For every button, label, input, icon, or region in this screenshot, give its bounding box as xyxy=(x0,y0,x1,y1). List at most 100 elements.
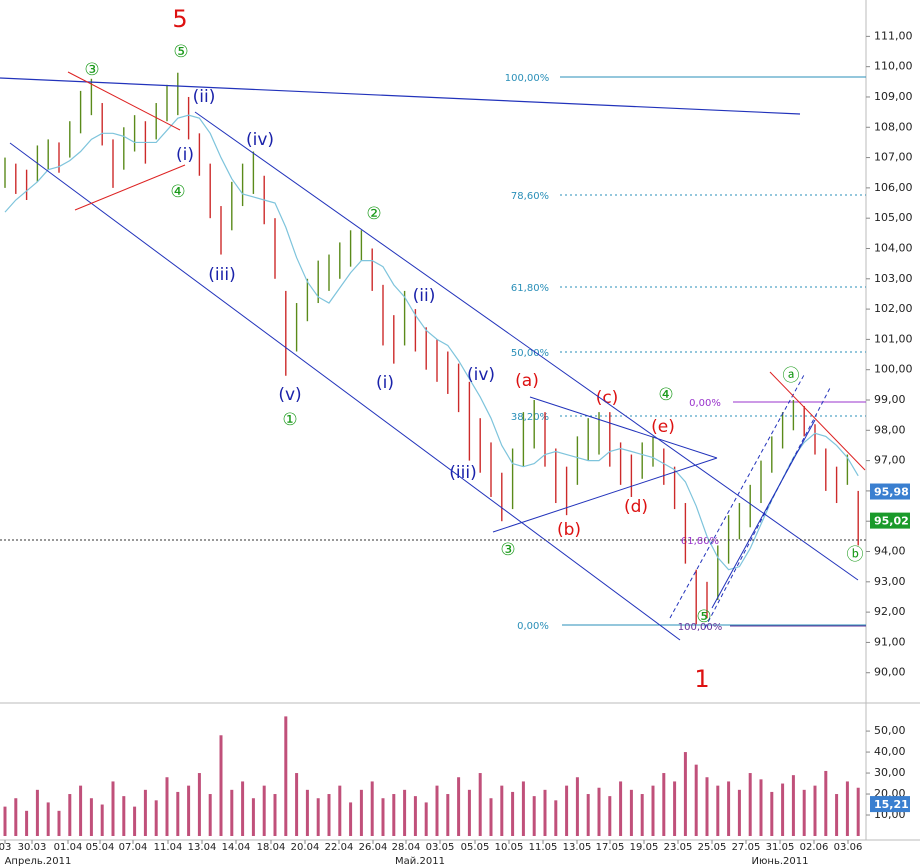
wave-label: (v) xyxy=(278,385,301,405)
volume-bar xyxy=(284,716,288,836)
volume-bar xyxy=(349,802,353,836)
y-tick-label: 94,00 xyxy=(874,545,906,558)
wave-label: 1 xyxy=(694,665,709,693)
x-tick-label: 03.06 xyxy=(834,842,863,853)
volume-bar xyxy=(489,798,493,836)
volume-bar xyxy=(57,810,61,836)
triangle-line xyxy=(529,396,718,459)
volume-bar xyxy=(856,787,860,836)
volume-bar xyxy=(705,777,709,836)
x-tick-label: 26.04 xyxy=(359,842,388,853)
plot: 111,00 110,00 109,00 108,00 107,00 106,00 105,… xyxy=(0,5,913,867)
y-tick-label: 106,00 xyxy=(874,181,913,194)
volume-bar xyxy=(673,781,677,836)
y-tick-label: 104,00 xyxy=(874,241,913,254)
x-tick-label: 11.05 xyxy=(529,842,558,853)
volume-bar xyxy=(467,789,471,836)
volume-bar xyxy=(176,791,180,836)
volume-bar xyxy=(403,789,407,836)
trend-lines xyxy=(0,71,866,641)
volume-bar xyxy=(241,781,245,836)
wave-label: (i) xyxy=(376,373,394,393)
y-tick-label: 101,00 xyxy=(874,332,913,345)
volume-bar xyxy=(219,735,223,836)
volume-bar xyxy=(305,789,309,836)
fib-label: 0,00% xyxy=(689,398,721,409)
wave-label: ⑤ xyxy=(173,42,188,62)
y-tick-label: 97,00 xyxy=(874,454,906,467)
fib-label: 61,80% xyxy=(681,536,719,547)
volume-bar xyxy=(230,789,234,836)
volume-box xyxy=(870,796,910,813)
volume-bar xyxy=(565,785,569,836)
x-tick-label: 18.04 xyxy=(257,842,286,853)
trend-line xyxy=(769,371,866,471)
volume-bar xyxy=(435,785,439,836)
x-tick-label: 19.05 xyxy=(630,842,659,853)
volume-bar xyxy=(424,802,428,836)
volume-bar xyxy=(14,798,18,836)
x-tick-label: 28.04 xyxy=(392,842,421,853)
volume-bar xyxy=(651,785,655,836)
volume-bar xyxy=(35,789,39,836)
x-tick-label: 30.03 xyxy=(18,842,47,853)
price-box xyxy=(870,512,910,529)
x-tick-label: 27.05 xyxy=(732,842,761,853)
price-box-label: 95,02 xyxy=(874,515,909,528)
y-tick-label: 107,00 xyxy=(874,151,913,164)
volume-bar xyxy=(478,773,482,836)
x-tick-label: 02.06 xyxy=(800,842,829,853)
volume-bar xyxy=(845,781,849,836)
volume-bar xyxy=(359,789,363,836)
volume-bar xyxy=(100,804,104,836)
y-tick-label: 108,00 xyxy=(874,120,913,133)
x-tick-label: 07.04 xyxy=(119,842,148,853)
volume-bar xyxy=(521,781,525,836)
x-tick-label: 22.04 xyxy=(325,842,354,853)
volume-bar xyxy=(133,806,137,836)
x-tick-label: 11.04 xyxy=(154,842,183,853)
y-tick-label: 100,00 xyxy=(874,363,913,376)
wave-label: (c) xyxy=(596,388,619,408)
wave-label: (i) xyxy=(176,145,194,165)
volume-bar xyxy=(813,785,817,836)
x-tick-label: 03.05 xyxy=(426,842,455,853)
v-tick-label: 50,00 xyxy=(874,724,906,737)
volume-bar xyxy=(122,796,126,836)
volume-bar xyxy=(3,806,7,836)
y-tick-label: 98,00 xyxy=(874,423,906,436)
wave-label: (iii) xyxy=(449,463,476,483)
wave-label: ⑤ xyxy=(696,607,711,627)
volume-bar xyxy=(791,775,795,836)
volume-bar xyxy=(770,791,774,836)
volume-bar xyxy=(554,800,558,836)
volume-bar xyxy=(629,789,633,836)
volume-bar xyxy=(68,794,72,836)
volume-bar xyxy=(802,789,806,836)
volume-bar xyxy=(413,796,417,836)
x-tick-label: 23.05 xyxy=(664,842,693,853)
y-tick-label: 90,00 xyxy=(874,666,906,679)
volume-bar xyxy=(79,785,83,836)
fib-label: 0,00% xyxy=(517,621,549,632)
volume-bar xyxy=(381,798,385,836)
fib-label: 50,00% xyxy=(511,348,549,359)
volume-bar xyxy=(543,789,547,836)
wave-label: ③ xyxy=(500,540,515,560)
volume-bar xyxy=(597,787,601,836)
volume-bar xyxy=(457,777,461,836)
wave-label: ⓐ xyxy=(783,366,800,386)
x-tick-label: 10.05 xyxy=(495,842,524,853)
channel-line xyxy=(711,419,816,609)
volume-bar xyxy=(165,777,169,836)
price-box-label: 95,98 xyxy=(874,486,909,499)
wave-label: (iii) xyxy=(208,265,235,285)
y-tick-label: 93,00 xyxy=(874,575,906,588)
wave-label: ⓑ xyxy=(847,545,864,565)
wave-label: (iv) xyxy=(467,365,495,385)
month-label: Июнь.2011 xyxy=(752,856,809,867)
y-tick-label: 110,00 xyxy=(874,60,913,73)
volume-bar xyxy=(187,785,191,836)
